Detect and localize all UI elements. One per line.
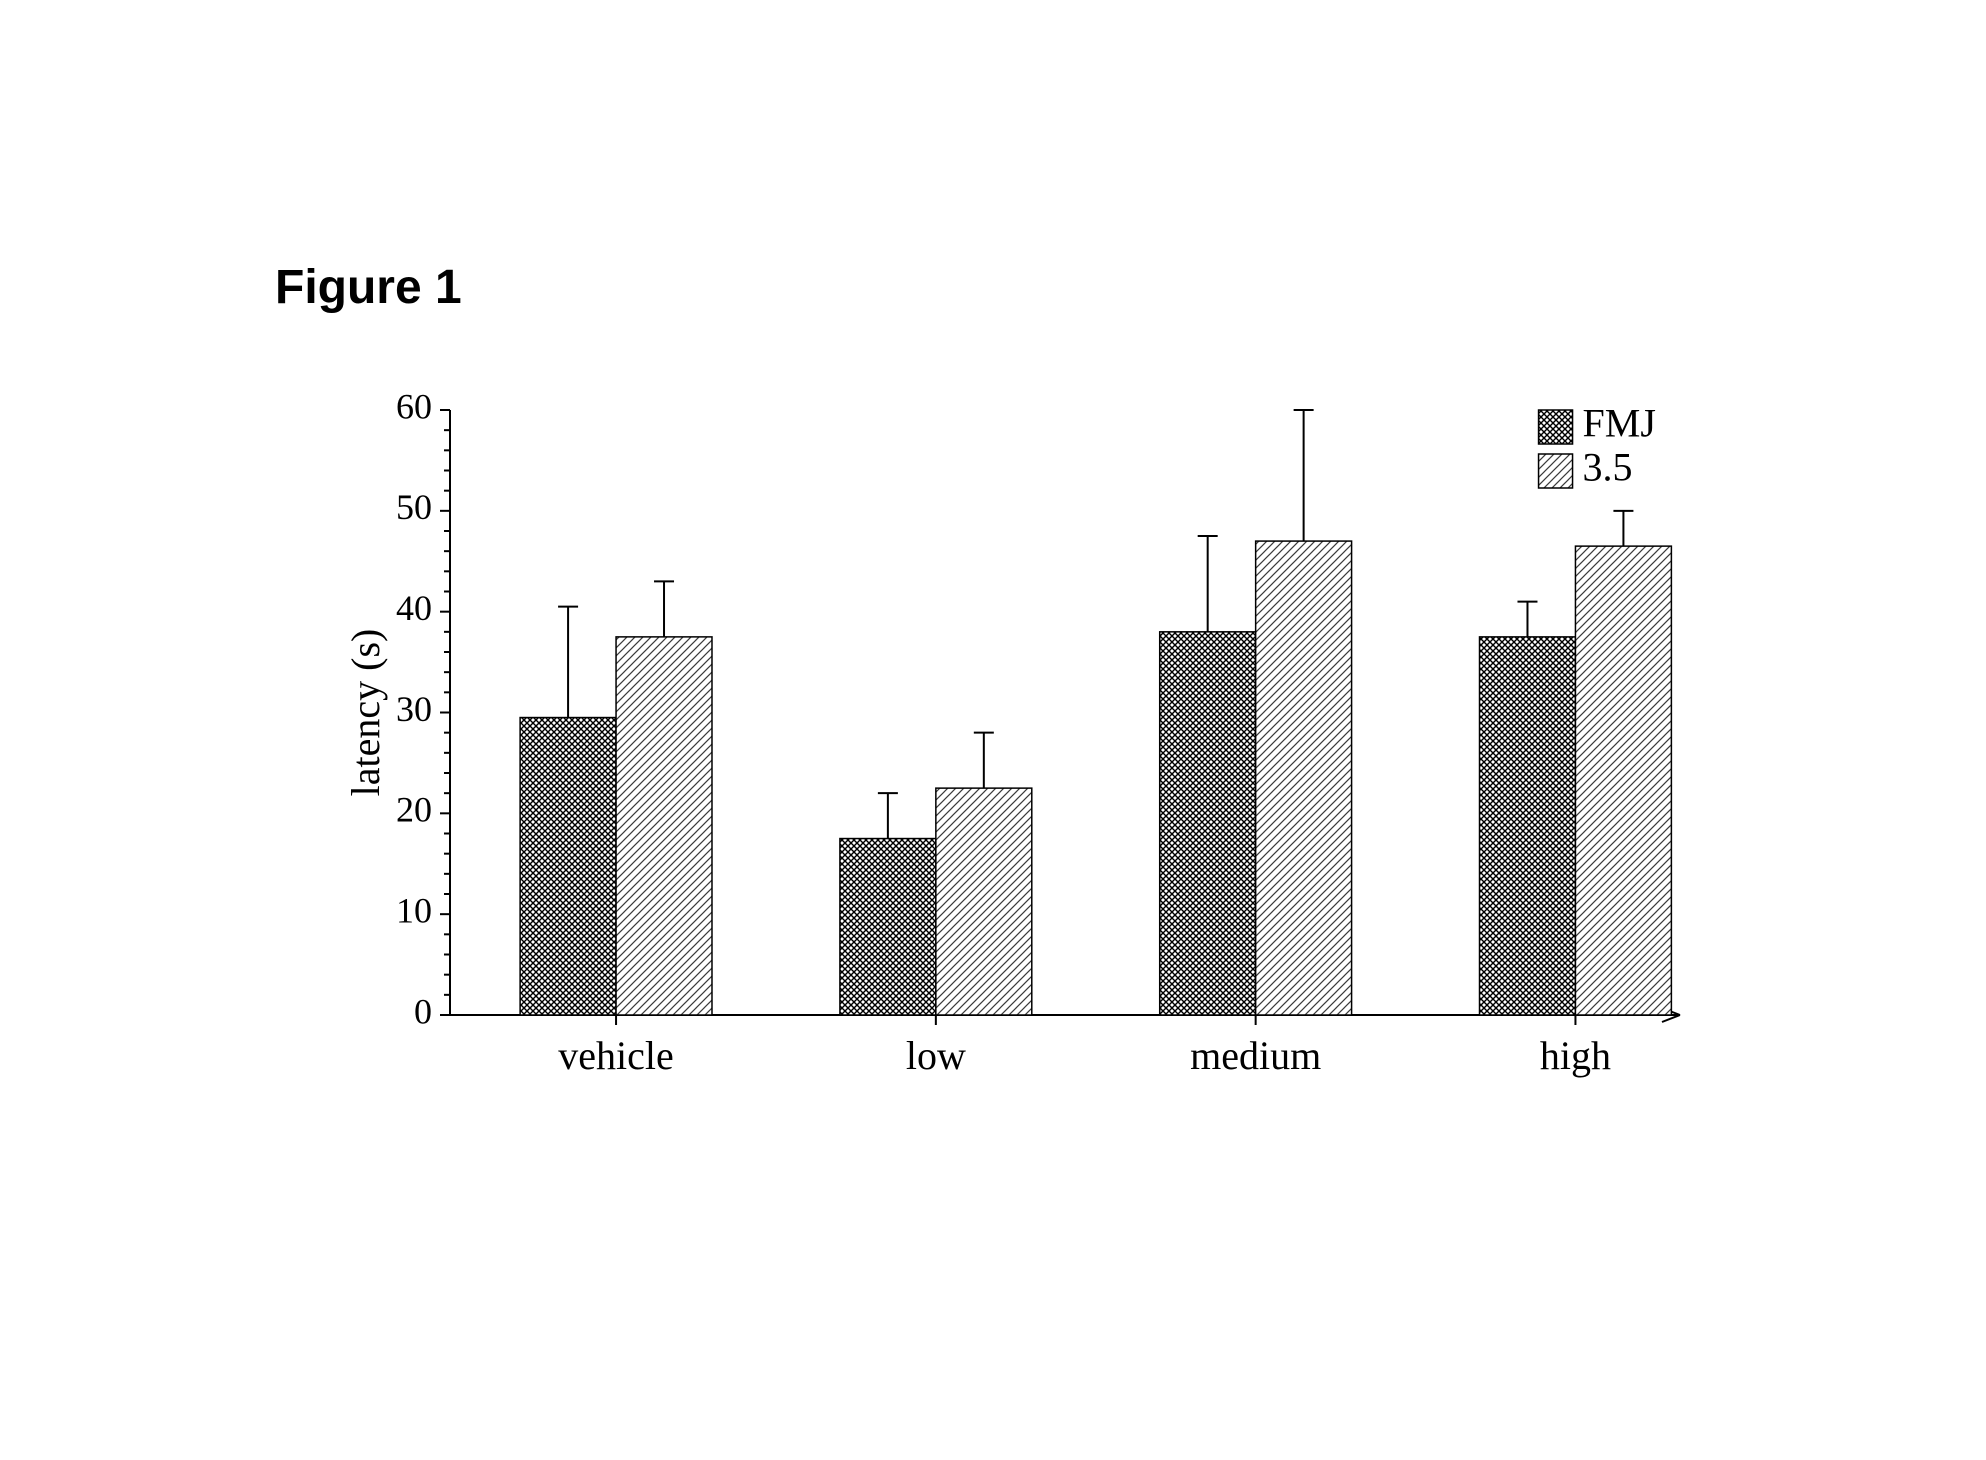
legend-label: FMJ	[1583, 401, 1656, 446]
bar	[616, 637, 712, 1015]
x-tick-label: low	[906, 1033, 966, 1078]
bar	[936, 788, 1032, 1015]
x-tick-label: high	[1540, 1033, 1611, 1078]
x-tick-label: medium	[1190, 1033, 1321, 1078]
bar	[1575, 546, 1671, 1015]
legend-swatch	[1539, 410, 1573, 444]
legend-label: 3.5	[1583, 445, 1633, 490]
latency-bar-chart: 0 10 20 30 40 50 60 latency (s) vehicle low medium…	[320, 360, 1720, 1090]
y-tick-label: 50	[396, 487, 432, 527]
bar	[1160, 632, 1256, 1015]
bar	[840, 839, 936, 1015]
y-tick-label: 0	[414, 991, 432, 1031]
figure-title: Figure 1	[275, 260, 462, 315]
y-axis-label: latency (s)	[343, 629, 388, 797]
bar	[1480, 637, 1576, 1015]
bar	[520, 718, 616, 1015]
y-tick-label: 20	[396, 790, 432, 830]
legend-swatch	[1539, 454, 1573, 488]
y-tick-label: 30	[396, 689, 432, 729]
y-tick-label: 40	[396, 588, 432, 628]
chart-svg: 0 10 20 30 40 50 60 latency (s) vehicle low medium…	[320, 360, 1720, 1090]
page: Figure 1 0 10 20 30 40 50 60 latency (s) vehicle…	[0, 0, 1986, 1460]
bar	[1256, 541, 1352, 1015]
y-tick-label: 60	[396, 386, 432, 426]
y-tick-label: 10	[396, 890, 432, 930]
x-tick-label: vehicle	[558, 1033, 674, 1078]
